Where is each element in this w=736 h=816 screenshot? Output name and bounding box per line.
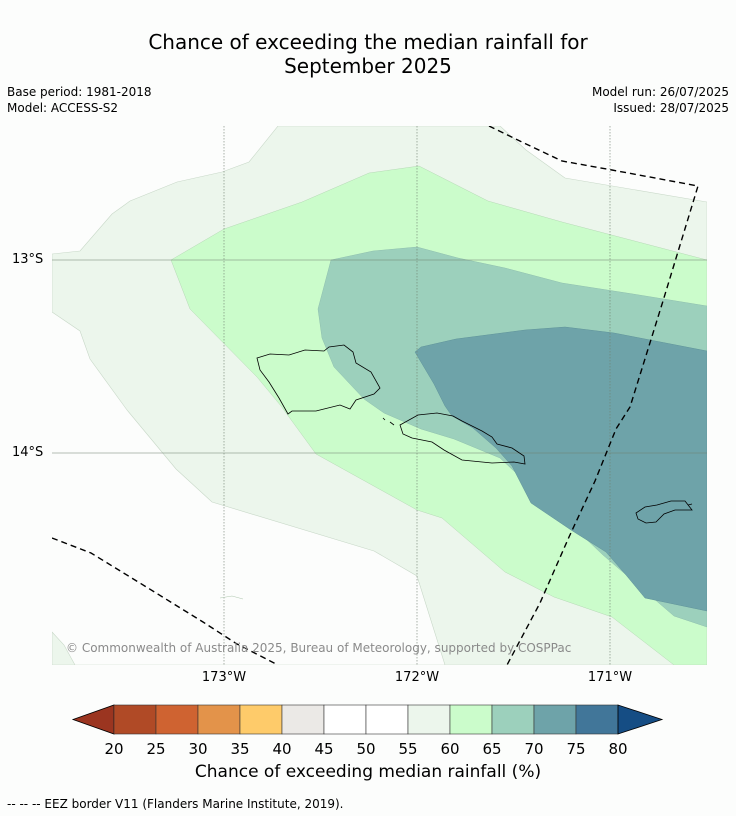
colorbar-tick-label: 45	[314, 740, 333, 758]
issued-date: Issued: 28/07/2025	[613, 101, 729, 115]
colorbar-cell	[155, 704, 199, 735]
lon-label-171w: 171°W	[587, 670, 633, 685]
colorbar-tick-label: 50	[356, 740, 375, 758]
colorbar-tick-label: 60	[440, 740, 459, 758]
title-line-2: September 2025	[284, 54, 452, 78]
colorbar-cells	[71, 704, 664, 735]
eez-border-southwest	[52, 537, 279, 665]
coast-aunuu	[687, 503, 693, 506]
coast-tutuila	[635, 500, 693, 524]
colorbar-tick-label: 75	[566, 740, 585, 758]
coastlines	[256, 344, 693, 524]
coast-savaii	[256, 344, 381, 415]
eez-legend: -- -- -- EEZ border V11 (Flanders Marine…	[7, 797, 344, 811]
colorbar-tick-label: 80	[608, 740, 627, 758]
region-70-75	[414, 326, 707, 612]
colorbar: 20 25 30 35 40 45 50 55 60 65 70 75 80	[71, 704, 664, 758]
small-contour-mark	[219, 595, 244, 600]
colorbar-cell	[197, 704, 241, 735]
colorbar-tick-label: 65	[482, 740, 501, 758]
lat-label-13s: 13°S	[12, 252, 44, 267]
coast-upolu	[399, 412, 526, 465]
colorbar-over-arrow	[617, 704, 664, 735]
colorbar-tick-label: 20	[104, 740, 123, 758]
colorbar-tick-label: 35	[230, 740, 249, 758]
colorbar-cell	[491, 704, 535, 735]
lat-label-14s: 14°S	[12, 445, 44, 460]
colorbar-cell	[239, 704, 283, 735]
colorbar-under-arrow	[71, 704, 115, 735]
lon-label-173w: 173°W	[201, 670, 247, 685]
eez-border	[52, 126, 699, 665]
colorbar-cell	[575, 704, 619, 735]
colorbar-cell	[281, 704, 325, 735]
colorbar-cell	[407, 704, 451, 735]
colorbar-cell	[323, 704, 367, 735]
colorbar-tick-label: 40	[272, 740, 291, 758]
colorbar-tick-label: 55	[398, 740, 417, 758]
eez-border-north	[488, 126, 699, 665]
colorbar-ticks: 20 25 30 35 40 45 50 55 60 65 70 75 80	[104, 740, 627, 758]
colorbar-cell	[449, 704, 493, 735]
lon-label-172w: 172°W	[394, 670, 440, 685]
colorbar-tick-label: 25	[146, 740, 165, 758]
model-name: Model: ACCESS-S2	[7, 101, 119, 115]
meta-left: Base period: 1981-2018 Model: ACCESS-S2	[7, 84, 152, 116]
colorbar-cell	[365, 704, 409, 735]
colorbar-tick-label: 30	[188, 740, 207, 758]
coast-apolima	[389, 421, 395, 426]
probability-map	[52, 126, 707, 665]
colorbar-cell	[533, 704, 577, 735]
colorbar-tick-label: 70	[524, 740, 543, 758]
copyright-notice: © Commonwealth of Australia 2025, Bureau…	[66, 641, 572, 655]
coast-manono	[382, 417, 386, 421]
model-run: Model run: 26/07/2025	[591, 85, 729, 99]
colorbar-cell	[113, 704, 157, 735]
chart-title: Chance of exceeding the median rainfall …	[0, 30, 736, 78]
title-line-1: Chance of exceeding the median rainfall …	[148, 30, 588, 54]
base-period: Base period: 1981-2018	[7, 85, 152, 99]
colorbar-title: Chance of exceeding median rainfall (%)	[194, 762, 542, 782]
graticule	[52, 126, 707, 665]
meta-right: Model run: 26/07/2025 Issued: 28/07/2025	[592, 84, 729, 116]
